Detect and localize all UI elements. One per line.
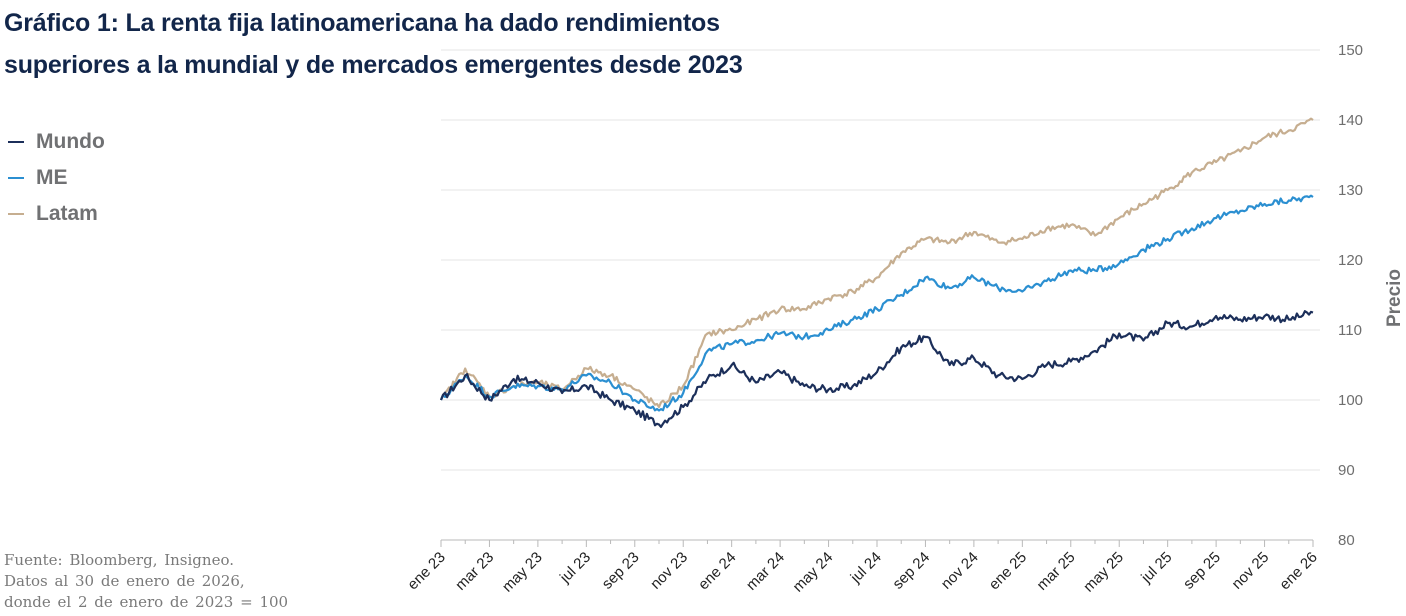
source-line-2: Datos al 30 de enero de 2026,	[4, 572, 245, 590]
legend: Mundo ME Latam	[8, 124, 105, 232]
legend-item-me: ME	[8, 160, 105, 196]
x-tick-label: jul 23	[556, 549, 594, 587]
legend-swatch-mundo	[8, 141, 24, 143]
legend-label-me: ME	[36, 166, 68, 189]
x-tick-label: nov 25	[1229, 549, 1273, 593]
y-tick-label: 90	[1338, 462, 1355, 479]
series-line-me	[439, 194, 1314, 412]
legend-label-latam: Latam	[36, 202, 98, 225]
gridlines	[441, 49, 1320, 471]
y-tick-label: 140	[1338, 112, 1363, 129]
legend-swatch-me	[8, 177, 24, 179]
x-tick-label: mar 23	[452, 549, 497, 594]
y-axis-label: Precio	[1384, 269, 1405, 327]
series-line-mundo	[439, 310, 1314, 428]
legend-item-mundo: Mundo	[8, 124, 105, 160]
y-tick-label: 130	[1338, 182, 1363, 199]
legend-swatch-latam	[8, 213, 24, 215]
title-line-2: superiores a la mundial y de mercados em…	[4, 51, 743, 79]
x-tick-label: may 23	[499, 549, 546, 596]
x-tick-label: ene 24	[695, 549, 739, 593]
x-tick-label: ene 26	[1276, 549, 1320, 593]
y-axis-ticks: 80 90 100 110 120 130 140 150	[1338, 42, 1363, 549]
x-tick-label: may 25	[1080, 549, 1127, 596]
source-note: Fuente: Bloomberg, Insigneo. Datos al 30…	[4, 550, 288, 613]
x-tick-label: sep 25	[1180, 549, 1224, 593]
series-line-latam	[439, 117, 1314, 409]
x-tick-label: jul 25	[1137, 549, 1175, 587]
legend-label-mundo: Mundo	[36, 130, 105, 153]
y-tick-label: 150	[1338, 42, 1363, 59]
x-tick-label: may 24	[790, 549, 837, 596]
source-line-1: Fuente: Bloomberg, Insigneo.	[4, 551, 234, 569]
y-tick-label: 110	[1338, 322, 1362, 339]
x-tick-label: mar 25	[1034, 549, 1079, 594]
x-tick-label: ene 25	[986, 549, 1030, 593]
x-tick-label: nov 24	[938, 549, 982, 593]
x-axis: ene 23 mar 23 may 23 jul 23 sep 23 nov 23 ene …	[404, 539, 1321, 596]
title-line-1: Gráfico 1: La renta fija latinoamericana…	[4, 9, 720, 37]
x-tick-label: ene 23	[404, 549, 448, 593]
x-tick-label: mar 24	[743, 549, 788, 594]
series-lines	[439, 117, 1314, 428]
y-tick-label: 80	[1338, 532, 1355, 549]
chart-title: Gráfico 1: La renta fija latinoamericana…	[4, 2, 884, 86]
source-line-3: donde el 2 de enero de 2023 = 100	[4, 593, 289, 611]
x-tick-label: sep 24	[889, 549, 933, 593]
x-tick-label: nov 23	[647, 549, 691, 593]
y-tick-label: 120	[1338, 252, 1363, 269]
x-tick-label: sep 23	[599, 549, 643, 593]
x-tick-label: jul 24	[847, 549, 885, 587]
y-tick-label: 100	[1338, 392, 1363, 409]
legend-item-latam: Latam	[8, 196, 105, 232]
